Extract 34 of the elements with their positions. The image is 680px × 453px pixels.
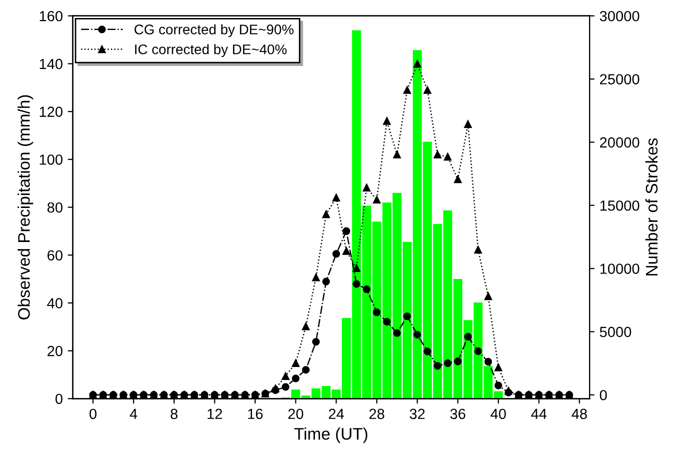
legend-label: IC corrected by DE~40% [135,44,287,58]
x-tick-label: 12 [208,408,222,419]
y-tick-label: 160 [40,10,62,22]
y2-tick-label: 25000 [600,74,640,84]
y-tick-label: 20 [48,346,62,356]
y2-tick-label: 15000 [600,200,640,211]
y2-tick-label: 30000 [600,10,640,22]
y2-tick-label: 20000 [600,137,640,148]
x-tick-label: 24 [328,408,344,419]
x-tick-label: 16 [248,408,263,420]
y-tick-label: 100 [40,154,62,165]
y-tick-label: 60 [48,250,62,261]
x-tick-label: 48 [572,408,587,420]
y-tick-label: 40 [47,298,62,308]
y-tick-label: 80 [47,202,62,213]
y-tick-label: 0 [56,394,62,404]
y-axis-title: Observed Precipitation (mm/h) [18,95,34,320]
y2-tick-label: 10000 [600,264,640,274]
y2-tick-label: 5000 [600,326,632,338]
x-tick-label: 32 [410,408,425,420]
legend-label: CG corrected by DE~90% [134,24,294,38]
y-tick-label: 140 [40,58,62,70]
x-tick-label: 8 [170,408,178,420]
y-tick-label: 120 [40,106,62,117]
x-tick-label: 36 [450,408,466,420]
x-tick-label: 0 [90,408,97,420]
x-tick-label: 44 [531,408,547,419]
y2-tick-label: 0 [600,390,607,400]
x-tick-label: 40 [490,408,506,420]
x-tick-label: 4 [130,408,138,419]
x-tick-label: 28 [369,408,384,420]
x-axis-title: Time (UT) [294,428,368,444]
x-tick-label: 20 [288,408,304,420]
y2-axis-title: Number of Strokes [645,138,658,276]
